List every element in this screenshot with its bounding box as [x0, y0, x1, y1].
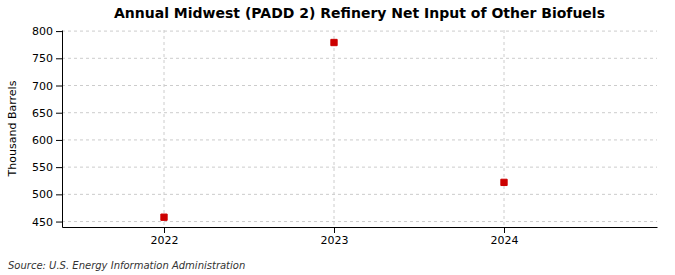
y-tick-label: 800	[32, 25, 53, 38]
x-tick: 2024	[491, 227, 519, 247]
y-grid-line	[62, 112, 657, 113]
y-grid-line	[62, 194, 657, 195]
y-tick: 500	[32, 188, 62, 201]
x-grid-line	[504, 30, 505, 227]
axis-line	[63, 227, 658, 228]
y-grid-line	[62, 31, 657, 32]
y-tick-mark	[56, 222, 62, 223]
y-tick-label: 600	[32, 134, 53, 147]
y-tick: 650	[32, 107, 62, 120]
y-tick-mark	[56, 167, 62, 168]
y-grid-line	[62, 221, 657, 222]
x-tick-label: 2023	[321, 234, 349, 247]
point	[331, 39, 337, 45]
x-tick-label: 2022	[151, 234, 179, 247]
y-tick: 750	[32, 52, 62, 65]
chart-container: 2022 2023 2024 450 500 550 600 650 700 750 800 Annu…	[0, 0, 675, 275]
y-tick: 600	[32, 134, 62, 147]
x-tick-mark	[504, 227, 505, 233]
y-grid-line	[62, 167, 657, 168]
title: Annual Midwest (PADD 2) Refinery Net Inp…	[114, 5, 605, 21]
y-grid-line	[62, 139, 657, 140]
y-tick: 800	[32, 25, 62, 38]
y-grid-line	[62, 85, 657, 86]
x-tick-mark	[164, 227, 165, 233]
y-tick: 550	[32, 161, 62, 174]
x-axis: 2022 2023 2024	[63, 227, 658, 247]
marks	[161, 39, 507, 220]
x-grid-line	[164, 30, 165, 227]
x-tick: 2023	[321, 227, 349, 247]
plot-area: 2022 2023 2024 450 500 550 600 650 700 750 800	[32, 25, 658, 247]
y-tick-label: 700	[32, 80, 53, 93]
annotation: Source: U.S. Energy Information Administ…	[8, 260, 245, 271]
x-grid-line	[334, 30, 335, 227]
y-tick: 450	[32, 216, 62, 229]
x-tick: 2022	[151, 227, 179, 247]
axis-line	[62, 31, 63, 228]
y-tick-mark	[56, 140, 62, 141]
y-axis: 450 500 550 600 650 700 750 800	[32, 25, 63, 228]
grid	[62, 30, 657, 227]
chart-svg: 2022 2023 2024 450 500 550 600 650 700 750 800 Annu…	[0, 0, 675, 275]
y-grid-line	[62, 58, 657, 59]
point	[161, 214, 167, 220]
y-tick: 700	[32, 80, 62, 93]
point	[501, 179, 507, 185]
y-tick-label: 750	[32, 52, 53, 65]
y-tick-mark	[56, 194, 62, 195]
y-tick-label: 500	[32, 188, 53, 201]
y-tick-mark	[56, 86, 62, 87]
y-tick-mark	[56, 58, 62, 59]
y-tick-label: 650	[32, 107, 53, 120]
x-tick-mark	[334, 227, 335, 233]
y-tick-label: 450	[32, 216, 53, 229]
y-tick-label: 550	[32, 161, 53, 174]
x-tick-label: 2024	[491, 234, 519, 247]
y-tick-mark	[56, 113, 62, 114]
y-tick-mark	[56, 31, 62, 32]
y-axis-label: Thousand Barrels	[6, 80, 19, 177]
